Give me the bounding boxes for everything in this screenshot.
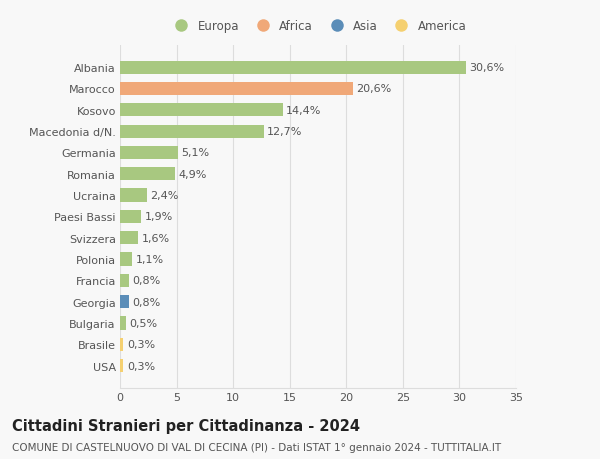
Text: 0,5%: 0,5% bbox=[129, 318, 157, 328]
Text: 0,3%: 0,3% bbox=[127, 340, 155, 349]
Bar bbox=[120, 62, 466, 75]
Text: 5,1%: 5,1% bbox=[181, 148, 209, 158]
Text: 0,8%: 0,8% bbox=[133, 276, 161, 285]
Bar bbox=[120, 274, 129, 287]
Bar bbox=[120, 210, 142, 224]
Text: 1,6%: 1,6% bbox=[142, 233, 170, 243]
Text: 1,9%: 1,9% bbox=[145, 212, 173, 222]
Legend: Europa, Africa, Asia, America: Europa, Africa, Asia, America bbox=[167, 17, 469, 35]
Bar bbox=[120, 338, 124, 351]
Text: 12,7%: 12,7% bbox=[267, 127, 302, 137]
Text: 20,6%: 20,6% bbox=[356, 84, 392, 94]
Text: 2,4%: 2,4% bbox=[151, 190, 179, 201]
Bar bbox=[120, 231, 138, 245]
Bar bbox=[120, 125, 263, 139]
Text: 0,8%: 0,8% bbox=[133, 297, 161, 307]
Text: 1,1%: 1,1% bbox=[136, 254, 164, 264]
Bar bbox=[120, 189, 147, 202]
Text: Cittadini Stranieri per Cittadinanza - 2024: Cittadini Stranieri per Cittadinanza - 2… bbox=[12, 418, 360, 433]
Bar bbox=[120, 359, 124, 372]
Text: 30,6%: 30,6% bbox=[470, 63, 505, 73]
Bar bbox=[120, 253, 133, 266]
Bar bbox=[120, 146, 178, 160]
Bar bbox=[120, 83, 353, 96]
Text: 0,3%: 0,3% bbox=[127, 361, 155, 371]
Bar bbox=[120, 295, 129, 308]
Text: 4,9%: 4,9% bbox=[179, 169, 207, 179]
Bar bbox=[120, 317, 125, 330]
Bar bbox=[120, 168, 175, 181]
Text: COMUNE DI CASTELNUOVO DI VAL DI CECINA (PI) - Dati ISTAT 1° gennaio 2024 - TUTTI: COMUNE DI CASTELNUOVO DI VAL DI CECINA (… bbox=[12, 442, 501, 452]
Bar bbox=[120, 104, 283, 117]
Text: 14,4%: 14,4% bbox=[286, 106, 322, 116]
